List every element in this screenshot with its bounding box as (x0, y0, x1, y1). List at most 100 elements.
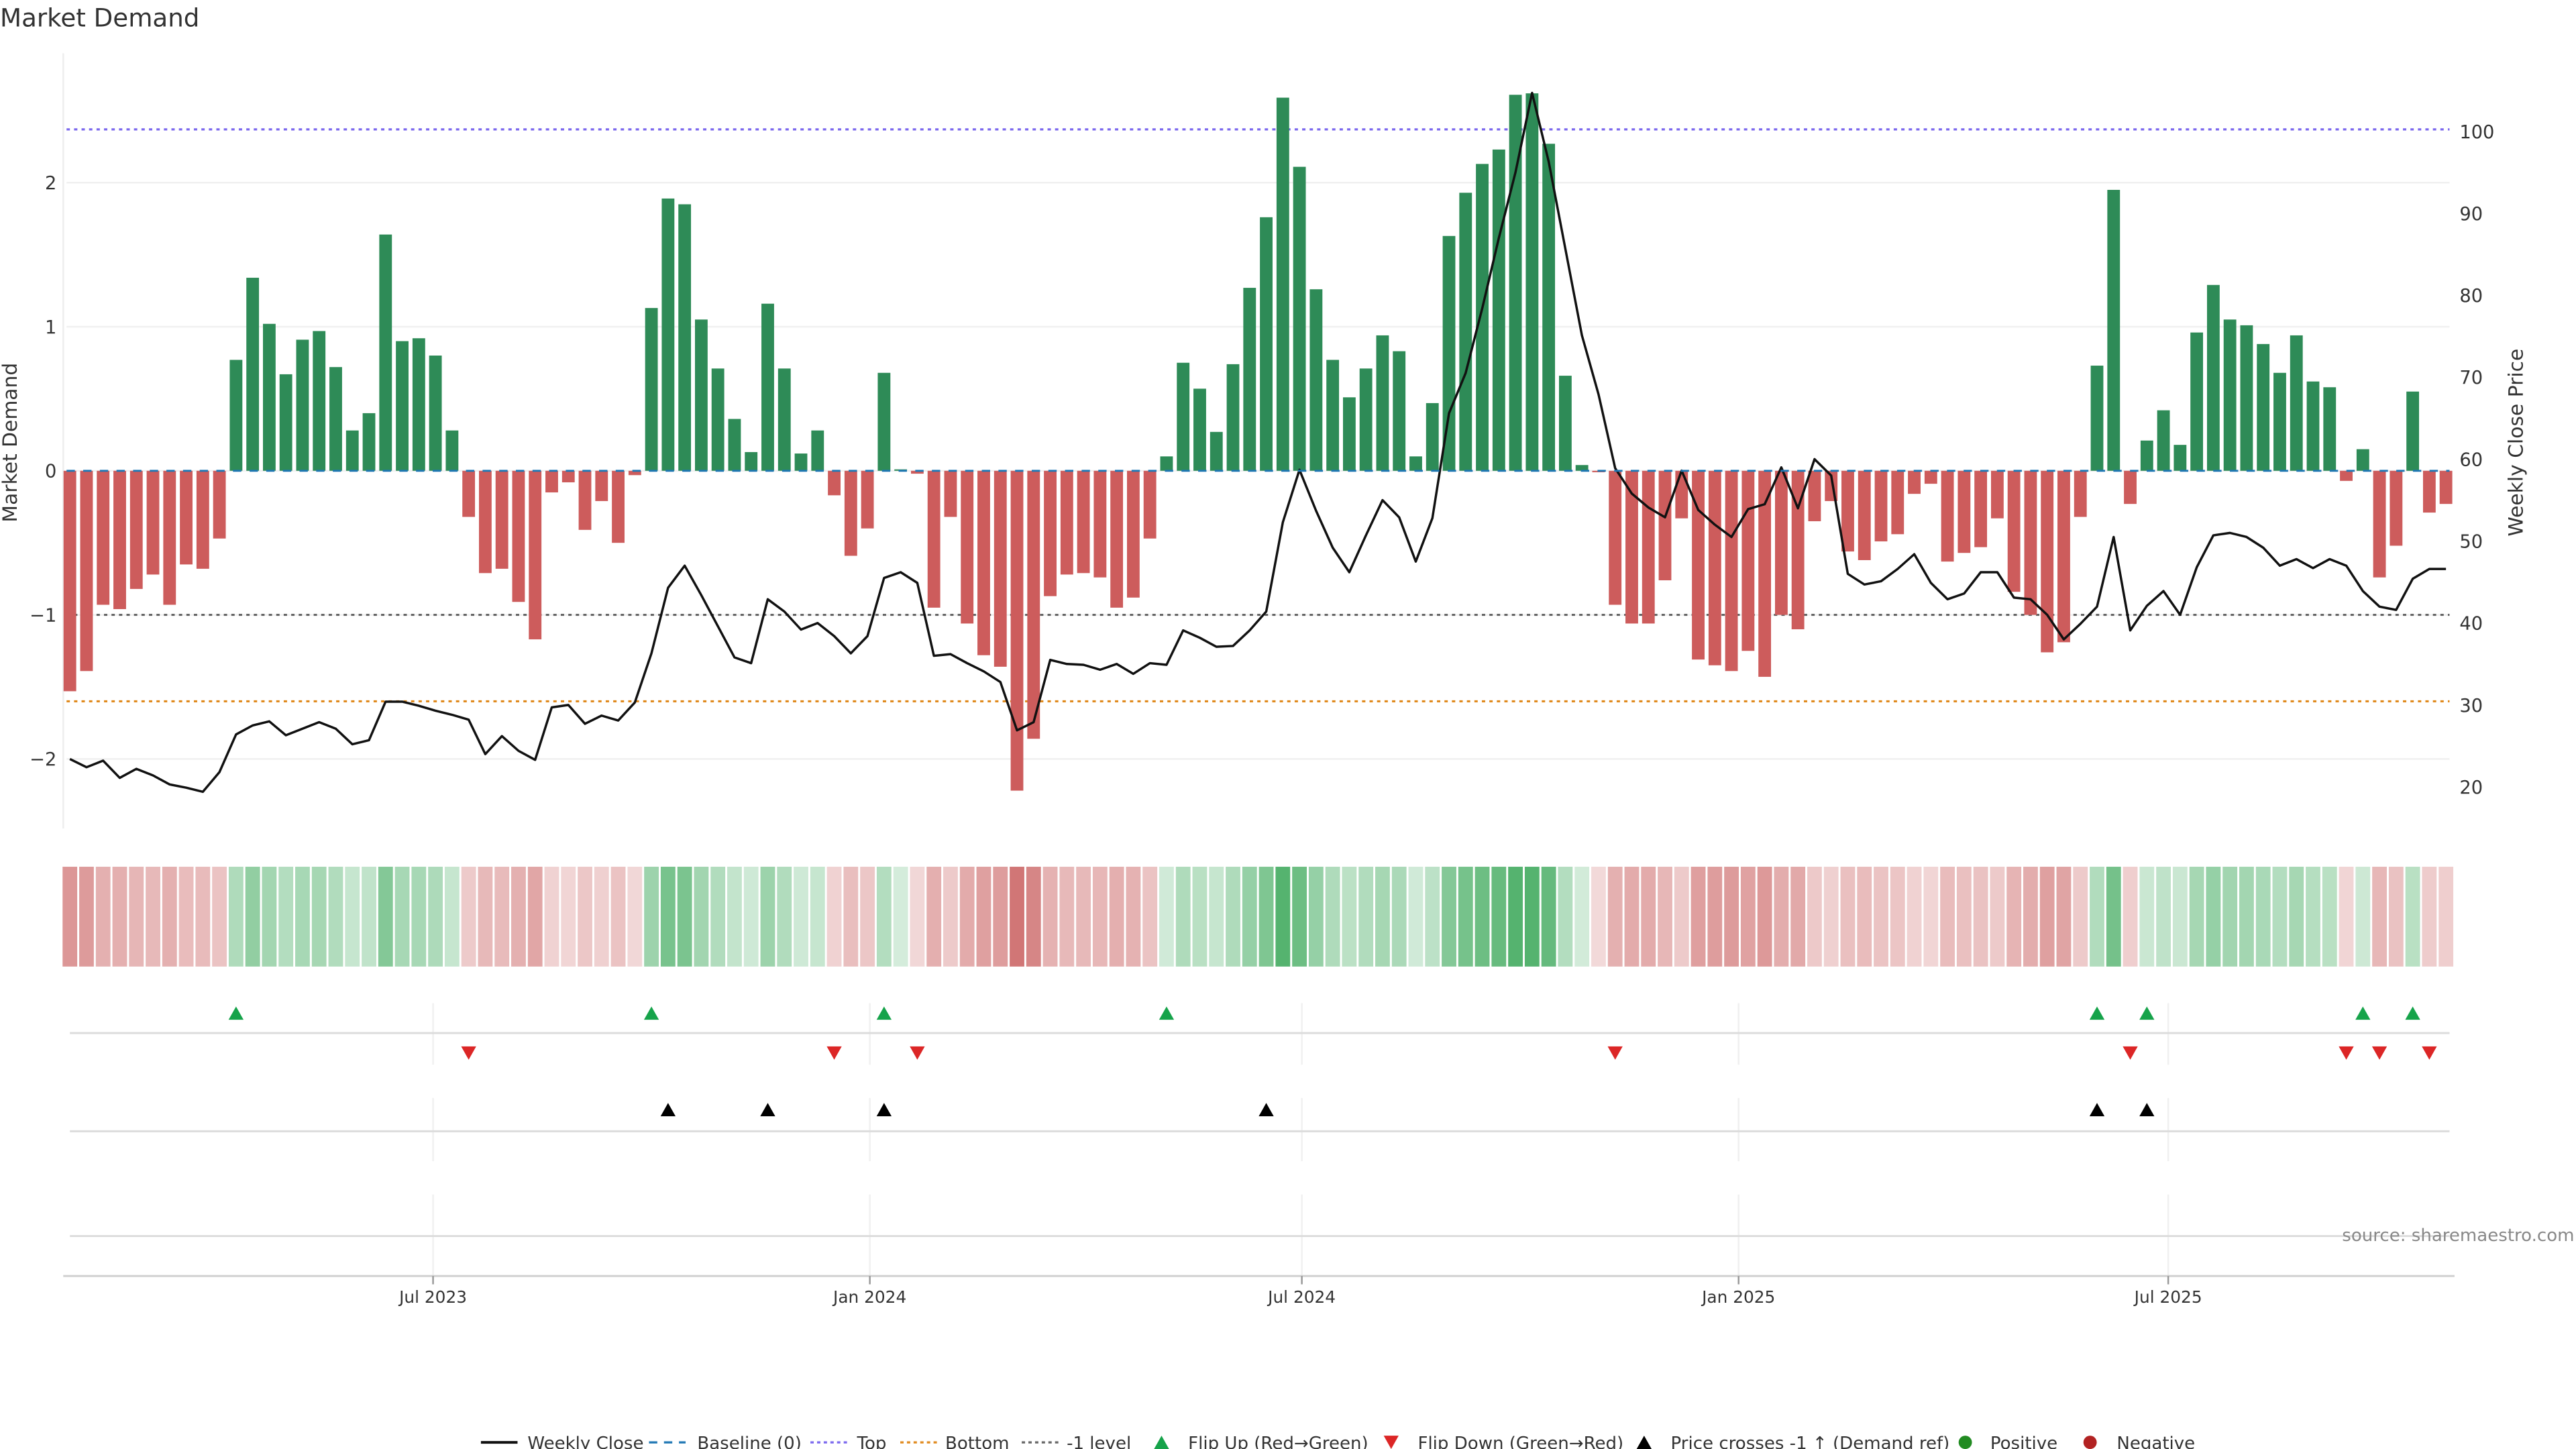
negative-bar (129, 470, 143, 589)
heat-cell (1358, 867, 1374, 967)
negative-bar (2007, 470, 2021, 592)
negative-bar (1908, 470, 1921, 494)
heat-cell (195, 867, 211, 967)
heat-cell (345, 867, 360, 967)
heat-cell (777, 867, 792, 967)
weekly-close-polyline (69, 91, 2447, 794)
positive-bar (262, 323, 276, 471)
y-tick-label: −2 (30, 749, 56, 770)
heat-cell (1092, 867, 1108, 967)
negative-bar (1858, 470, 1871, 560)
heat-cell (2123, 867, 2138, 967)
flip-down-marker (910, 1046, 925, 1060)
positive-bar (1260, 217, 1273, 471)
negative-bar (1642, 470, 1655, 624)
heat-cell (1874, 867, 1888, 967)
heat-cell (1923, 867, 1939, 967)
negative-bar (1774, 470, 1788, 615)
positive-bar (1393, 351, 1406, 471)
negative-bar (2057, 470, 2070, 643)
heat-cell (1907, 867, 1922, 967)
negative-bar (1974, 470, 1988, 547)
negative-bar (1060, 470, 1073, 575)
legend-item-negative: Negative (2116, 1434, 2195, 1449)
negative-bar (495, 470, 508, 569)
heat-cell (228, 867, 244, 967)
heat-cell (2172, 867, 2188, 967)
weekly-close-line (69, 91, 2447, 794)
negative-bar (1027, 470, 1040, 739)
heat-cell (527, 867, 543, 967)
positive-bar (711, 368, 724, 471)
heat-cell (1425, 867, 1440, 967)
negative-bar (196, 470, 209, 569)
positive-bar (313, 331, 326, 471)
heat-cell (444, 867, 460, 967)
heat-cell (1774, 867, 1789, 967)
y2-tick-label: 40 (2459, 614, 2483, 635)
y-axis-title: Market Demand (0, 363, 22, 523)
positive-bar (246, 278, 260, 471)
heat-cell (511, 867, 526, 967)
positive-bar (1326, 360, 1340, 471)
heat-cell (610, 867, 626, 967)
heat-cell (79, 867, 94, 967)
negative-bar (97, 470, 110, 605)
positive-bar (2240, 325, 2253, 471)
heat-cell (1126, 867, 1141, 967)
positive-bar (2273, 372, 2286, 471)
y2-tick-label: 60 (2459, 449, 2483, 470)
negative-bar (1010, 470, 1024, 791)
heat-cell (1591, 867, 1606, 967)
negative-bar (545, 470, 558, 493)
heat-cell (262, 867, 277, 967)
positive-bar (2356, 449, 2369, 471)
positive-bar (1409, 456, 1422, 471)
negative-bar (977, 470, 990, 655)
positive-bar (1558, 376, 1572, 471)
flip-up-marker (2139, 1006, 2155, 1020)
heat-cell (1059, 867, 1075, 967)
heat-cell (1807, 867, 1822, 967)
x-tick-label: Jan 2025 (1701, 1287, 1775, 1307)
y-tick-label: −1 (30, 605, 56, 626)
negative-bar (844, 470, 857, 556)
y-tick-label: 1 (45, 317, 56, 338)
heat-cell (2206, 867, 2221, 967)
negative-bar (1841, 470, 1854, 552)
flip-down-marker (2123, 1046, 2138, 1060)
heat-cell (1342, 867, 1357, 967)
positive-bar (229, 360, 243, 471)
positive-bar (1160, 456, 1173, 471)
positive-bar (877, 372, 891, 471)
x-tick-label: Jan 2024 (832, 1287, 906, 1307)
heat-cell (910, 867, 925, 967)
negative-bar (462, 470, 476, 517)
chart-title: Market Demand (0, 3, 199, 33)
y-tick-label: 2 (45, 173, 56, 194)
negative-bar (2390, 470, 2403, 546)
negative-bar (595, 470, 608, 501)
negative-bar (2439, 470, 2453, 504)
legend-item-positive-swatch (1958, 1436, 1972, 1449)
negative-bar (1077, 470, 1090, 574)
positive-bar (345, 430, 359, 471)
heat-cell (2106, 867, 2121, 967)
negative-bar (1143, 470, 1157, 539)
heat-cell (710, 867, 726, 967)
heat-cell (2156, 867, 2171, 967)
heat-cell (1607, 867, 1623, 967)
negative-bar (1741, 470, 1755, 651)
heat-cell (993, 867, 1008, 967)
y2-tick-label: 50 (2459, 532, 2483, 553)
positive-bar (1492, 149, 1505, 471)
negative-bar (2041, 470, 2054, 653)
heat-cell (876, 867, 892, 967)
heat-cell (660, 867, 676, 967)
heat-cell (2372, 867, 2387, 967)
heat-cell (295, 867, 310, 967)
heat-cell (1524, 867, 1540, 967)
heat-cell (677, 867, 692, 967)
flip-up-marker (876, 1006, 892, 1020)
heat-cell (2255, 867, 2271, 967)
